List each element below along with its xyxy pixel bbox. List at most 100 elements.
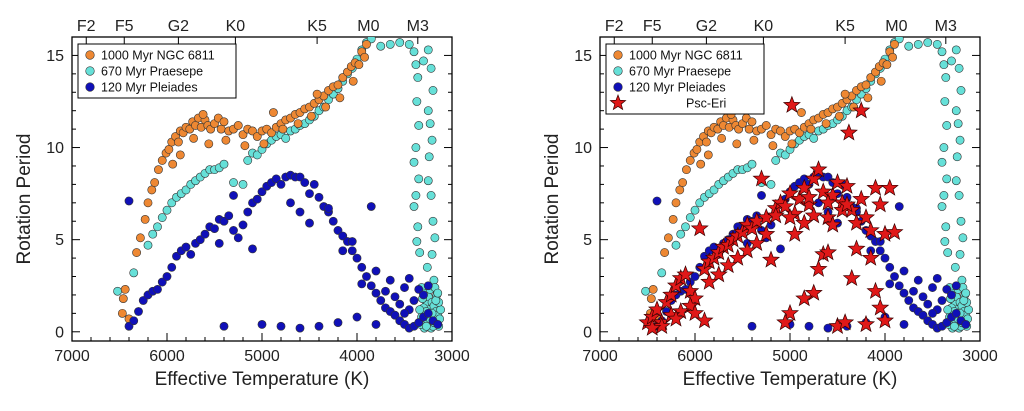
data-point — [357, 279, 367, 289]
data-point — [186, 250, 196, 259]
data-point — [411, 191, 421, 200]
star-data-point — [861, 220, 880, 239]
data-point — [780, 132, 790, 141]
data-point — [129, 316, 139, 326]
spectral-type-label: G2 — [696, 18, 717, 35]
star-data-point — [776, 197, 795, 215]
spectral-type-label: G2 — [168, 18, 189, 35]
data-point — [904, 296, 914, 305]
data-point — [309, 179, 319, 189]
data-point — [942, 174, 952, 184]
data-point — [678, 178, 688, 187]
data-point — [840, 89, 850, 99]
legend-marker — [613, 66, 623, 76]
data-points — [113, 37, 445, 333]
data-point — [913, 39, 923, 49]
data-point — [219, 117, 229, 127]
legend-label: 1000 Myr NGC 6811 — [629, 49, 743, 63]
data-point — [129, 268, 139, 278]
data-point — [248, 244, 257, 254]
data-point — [682, 165, 691, 175]
data-point — [413, 73, 423, 82]
data-point — [421, 321, 431, 331]
data-point — [744, 124, 754, 134]
x-tick-label: 6000 — [677, 348, 713, 365]
y-tick-label: 5 — [583, 232, 592, 249]
data-point — [300, 178, 310, 187]
data-point — [362, 272, 371, 281]
data-point — [295, 207, 305, 217]
star-data-point — [866, 178, 885, 196]
data-point — [433, 320, 443, 329]
data-point — [747, 321, 757, 331]
data-point — [823, 323, 833, 333]
data-point — [124, 321, 134, 331]
data-point — [951, 106, 961, 116]
star-data-point — [823, 185, 842, 204]
data-point — [243, 207, 253, 217]
chart-panel-right: 7000 6000 5000 4000 3000 0 5 10 15 F2 F5 G2 K0 K5 M0 M3… — [542, 18, 998, 390]
star-data-point — [681, 281, 700, 299]
data-point — [876, 76, 886, 86]
star-data-point — [837, 176, 857, 194]
star-data-point — [780, 184, 800, 202]
data-point — [214, 238, 224, 248]
data-point — [354, 60, 364, 70]
data-point — [804, 321, 814, 331]
data-point — [338, 246, 348, 256]
data-point — [276, 179, 286, 189]
star-data-point — [695, 311, 714, 329]
data-point — [685, 213, 695, 222]
data-point — [276, 321, 286, 331]
legend-marker — [613, 82, 623, 92]
data-point — [216, 124, 226, 134]
data-point — [333, 318, 343, 327]
data-point — [413, 222, 423, 232]
star-data-point — [823, 215, 842, 233]
data-point — [709, 185, 719, 195]
data-point — [428, 86, 438, 95]
x-tick-label: 6000 — [149, 348, 185, 365]
data-point — [961, 288, 971, 298]
data-point — [120, 285, 130, 294]
legend-box — [605, 43, 765, 115]
star-data-point — [685, 303, 705, 322]
star-data-point — [780, 208, 800, 226]
data-point — [409, 202, 419, 211]
star-data-point — [780, 303, 800, 322]
data-point — [732, 139, 742, 149]
star-data-point — [818, 243, 838, 261]
data-point — [419, 290, 428, 300]
data-point — [894, 281, 904, 291]
data-point — [776, 244, 785, 254]
legend-marker — [85, 82, 95, 92]
data-point — [305, 189, 314, 199]
data-point — [381, 286, 390, 296]
star-data-point — [671, 302, 690, 320]
data-point — [899, 266, 909, 276]
data-point — [338, 231, 348, 241]
data-point — [305, 218, 314, 228]
data-point — [286, 198, 295, 208]
data-point — [430, 233, 440, 243]
data-point — [747, 117, 757, 127]
data-point — [414, 318, 424, 327]
data-point — [411, 60, 421, 70]
y-tick-label: 0 — [583, 324, 592, 341]
data-point — [426, 191, 436, 200]
star-data-point — [700, 272, 719, 290]
data-point — [395, 38, 405, 47]
data-point — [259, 139, 269, 149]
data-point — [257, 320, 267, 329]
data-point — [780, 150, 790, 160]
data-point — [162, 272, 172, 281]
data-point — [167, 262, 177, 272]
data-point — [278, 124, 288, 134]
data-point — [404, 39, 414, 49]
data-point — [676, 229, 686, 239]
data-point — [243, 156, 253, 165]
data-point — [899, 288, 909, 298]
spectral-type-label: F2 — [605, 18, 624, 35]
data-point — [423, 106, 433, 116]
star-data-point — [676, 265, 695, 283]
